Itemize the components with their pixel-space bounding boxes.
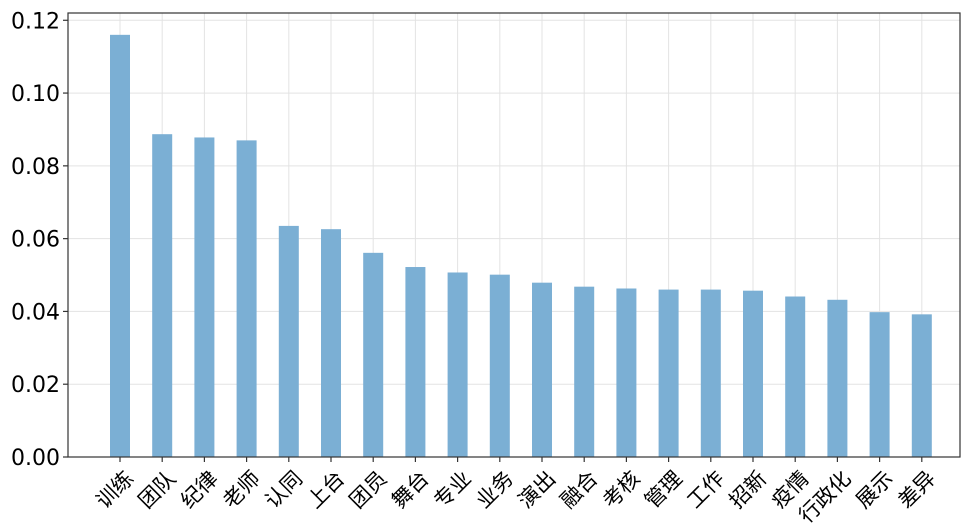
x-tick-label: 考核 (598, 466, 645, 513)
x-tick-label: 演出 (514, 466, 561, 513)
bar-4 (236, 140, 257, 457)
x-tick-label: 团队 (134, 466, 181, 513)
bar-13 (616, 288, 637, 457)
x-tick-label: 融合 (556, 466, 603, 513)
bar-15 (700, 289, 721, 457)
y-axis: 0.00 0.02 0.04 0.06 0.08 0.10 0.12 (11, 9, 68, 471)
bar-6 (321, 229, 341, 457)
x-axis: 训练团队纪律老师认同上台团员舞台专业业务演出融合考核管理工作招新疫情行政化展示差… (92, 457, 940, 528)
bar-11 (532, 282, 552, 457)
x-tick-label: 业务 (471, 466, 518, 513)
bar-20 (911, 314, 932, 457)
y-tick-label: 0.06 (11, 228, 60, 253)
bar-3 (194, 137, 215, 457)
y-tick-label: 0.00 (11, 446, 60, 471)
y-tick-label: 0.12 (11, 9, 60, 34)
x-tick-label: 团员 (345, 466, 392, 513)
x-tick-label: 招新 (725, 466, 772, 513)
bars (110, 34, 932, 458)
bar-2 (152, 134, 173, 457)
bar-17 (785, 296, 806, 457)
x-tick-label: 工作 (682, 466, 729, 513)
x-tick-label: 老师 (218, 466, 265, 513)
y-tick-label: 0.08 (11, 155, 60, 180)
bar-14 (658, 289, 679, 457)
bar-16 (743, 290, 763, 457)
bar-10 (489, 274, 510, 457)
bar-1 (110, 34, 130, 458)
x-tick-label: 上台 (303, 466, 350, 513)
bar-8 (405, 267, 426, 457)
bar-19 (869, 312, 890, 457)
bar-12 (574, 286, 595, 457)
bar-7 (363, 252, 384, 457)
y-tick-label: 0.10 (11, 82, 60, 107)
bar-5 (278, 225, 299, 457)
x-tick-label: 舞台 (387, 466, 434, 513)
x-tick-label: 训练 (92, 466, 139, 513)
bar-18 (827, 299, 848, 457)
x-tick-label: 差异 (893, 466, 940, 513)
y-tick-label: 0.02 (11, 373, 60, 398)
x-tick-label: 纪律 (176, 466, 223, 513)
x-tick-label: 认同 (260, 466, 307, 513)
x-tick-label: 管理 (640, 466, 687, 513)
y-tick-label: 0.04 (11, 300, 60, 325)
plot-frame (67, 12, 961, 458)
x-tick-label: 展示 (851, 466, 898, 513)
bar-9 (447, 272, 468, 457)
x-tick-label: 专业 (429, 466, 476, 513)
